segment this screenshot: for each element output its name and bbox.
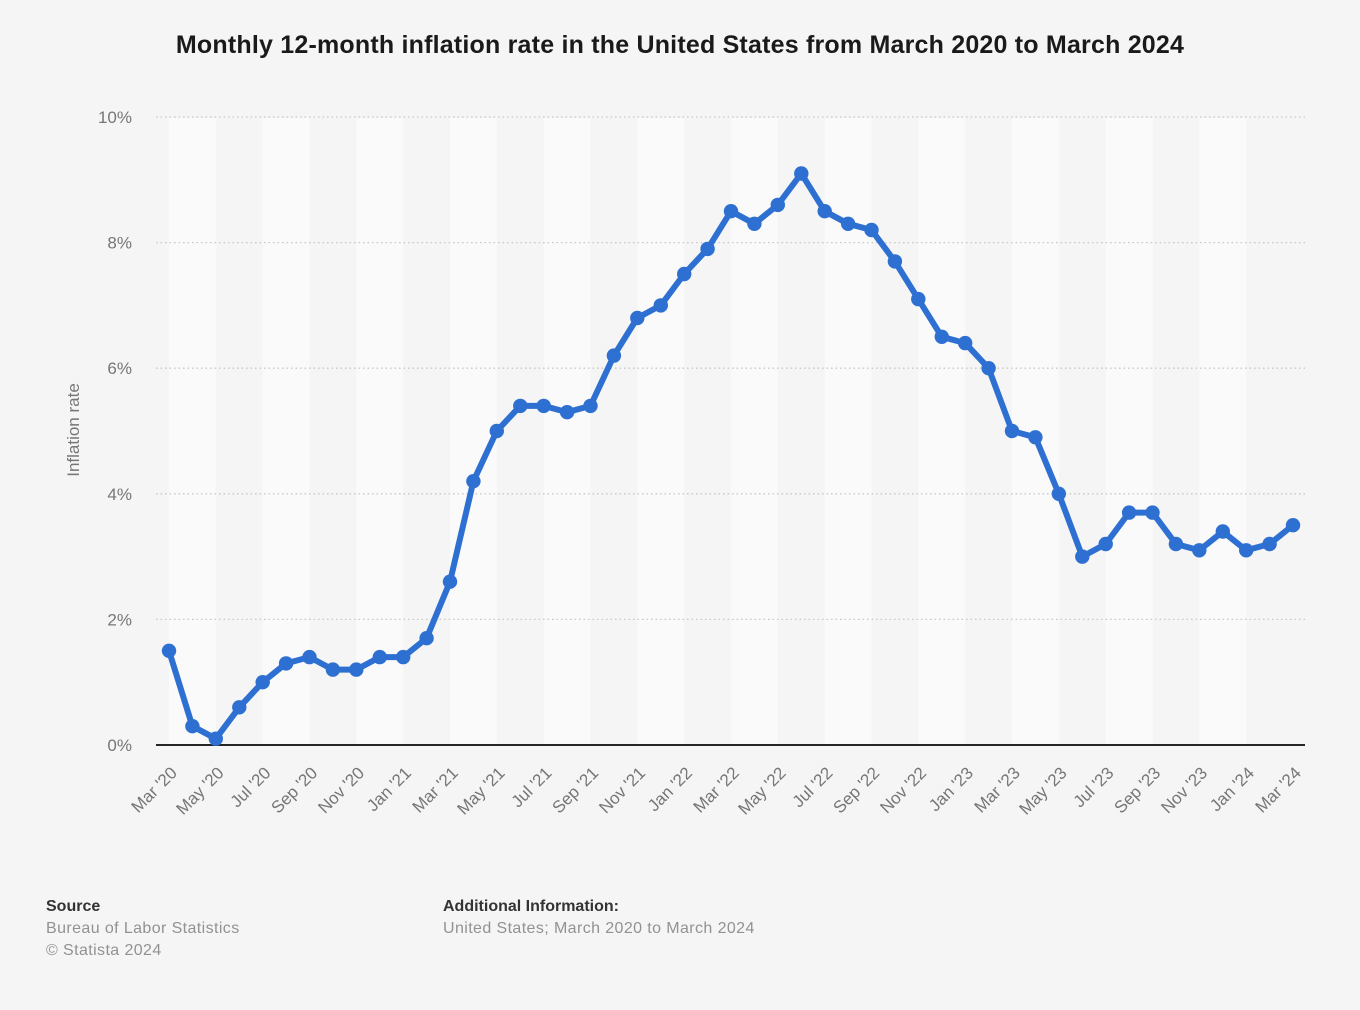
x-tick-label: Sep '20: [267, 763, 321, 817]
data-point[interactable]: [887, 254, 903, 269]
y-axis-title: Inflation rate: [64, 383, 83, 477]
x-tick-label: Jan '24: [1206, 763, 1258, 815]
data-point[interactable]: [1051, 486, 1067, 501]
data-point[interactable]: [466, 474, 481, 489]
background-band: [918, 118, 966, 744]
data-point[interactable]: [911, 291, 926, 307]
data-point[interactable]: [442, 574, 458, 589]
data-point[interactable]: [981, 361, 996, 376]
x-tick-label: May '23: [1016, 763, 1071, 818]
background-band: [637, 118, 685, 744]
x-tick-label: Mar '23: [971, 763, 1024, 816]
background-band: [543, 118, 591, 744]
y-tick-label: 6%: [107, 359, 132, 378]
data-point[interactable]: [1004, 423, 1020, 439]
data-point[interactable]: [630, 310, 645, 326]
additional-information-text: United States; March 2020 to March 2024: [443, 920, 755, 937]
data-point[interactable]: [278, 656, 294, 671]
background-band: [450, 118, 497, 744]
data-point[interactable]: [208, 731, 223, 746]
y-tick-label: 0%: [107, 736, 132, 755]
data-point[interactable]: [513, 398, 528, 414]
y-tick-label: 8%: [107, 234, 132, 253]
x-tick-label: Nov '23: [1157, 763, 1211, 817]
y-tick-label: 4%: [107, 485, 132, 504]
y-tick-label: 10%: [98, 108, 132, 127]
data-point[interactable]: [349, 662, 364, 677]
data-point[interactable]: [1215, 524, 1231, 539]
x-tick-label: Mar '24: [1252, 763, 1305, 816]
data-point[interactable]: [161, 643, 177, 658]
data-point[interactable]: [302, 649, 317, 665]
data-point[interactable]: [1145, 505, 1160, 520]
data-point[interactable]: [677, 266, 692, 282]
data-point[interactable]: [325, 662, 341, 677]
data-point[interactable]: [770, 197, 785, 213]
x-tick-label: Nov '20: [314, 763, 368, 817]
background-band: [1105, 118, 1153, 744]
data-point[interactable]: [606, 348, 622, 363]
x-tick-label: Jan '22: [644, 763, 696, 815]
data-point[interactable]: [1098, 536, 1113, 552]
x-tick-label: Sep '23: [1110, 763, 1164, 817]
x-tick-label: May '21: [454, 763, 509, 818]
data-point[interactable]: [1285, 518, 1301, 533]
data-point[interactable]: [817, 204, 832, 219]
additional-information-block: Additional Information: United States; M…: [443, 896, 755, 940]
data-point[interactable]: [700, 241, 715, 257]
source-block: Source Bureau of Labor Statistics © Stat…: [46, 896, 240, 962]
data-point[interactable]: [372, 649, 387, 665]
source-name: Bureau of Labor Statistics: [46, 920, 240, 937]
data-point[interactable]: [583, 398, 598, 414]
chart-title: Monthly 12-month inflation rate in the U…: [175, 31, 1185, 59]
data-point[interactable]: [536, 398, 551, 414]
data-point[interactable]: [723, 204, 739, 219]
x-tick-label: Nov '21: [595, 763, 649, 817]
x-tick-label: Sep '22: [829, 763, 883, 817]
data-point[interactable]: [1168, 536, 1184, 552]
data-point[interactable]: [1028, 430, 1043, 445]
data-point[interactable]: [185, 719, 200, 734]
data-point[interactable]: [653, 298, 668, 313]
x-tick-label: May '22: [735, 763, 790, 818]
copyright-statista: © Statista 2024: [46, 942, 162, 959]
data-point[interactable]: [934, 329, 949, 344]
background-band: [262, 118, 310, 744]
data-point[interactable]: [489, 423, 504, 439]
data-point[interactable]: [840, 216, 856, 231]
background-band: [356, 118, 404, 744]
data-point[interactable]: [419, 631, 434, 646]
data-point[interactable]: [1262, 536, 1277, 552]
x-tick-label: Nov '22: [876, 763, 930, 817]
x-tick-label: Jan '21: [363, 763, 415, 815]
data-point[interactable]: [1121, 505, 1137, 520]
background-band: [1199, 118, 1247, 744]
x-tick-label: May '20: [173, 763, 228, 818]
data-point[interactable]: [396, 649, 411, 665]
data-point[interactable]: [794, 166, 809, 181]
data-point[interactable]: [1239, 543, 1254, 558]
x-tick-label: Sep '21: [548, 763, 602, 817]
source-heading: Source: [46, 898, 101, 915]
background-band: [169, 118, 216, 744]
data-point[interactable]: [747, 216, 762, 231]
additional-information-heading: Additional Information:: [443, 898, 619, 915]
data-point[interactable]: [232, 700, 247, 715]
x-tick-label: Jan '23: [925, 763, 977, 815]
data-point[interactable]: [958, 335, 973, 351]
y-tick-label: 2%: [107, 610, 132, 629]
data-point[interactable]: [1192, 543, 1207, 558]
data-point[interactable]: [1075, 549, 1090, 564]
data-point[interactable]: [864, 222, 879, 238]
x-tick-label: Mar '22: [690, 763, 743, 816]
data-point[interactable]: [255, 675, 270, 690]
data-point[interactable]: [559, 405, 575, 420]
x-tick-label: Mar '21: [409, 763, 462, 816]
x-tick-label: Mar '20: [128, 763, 181, 816]
